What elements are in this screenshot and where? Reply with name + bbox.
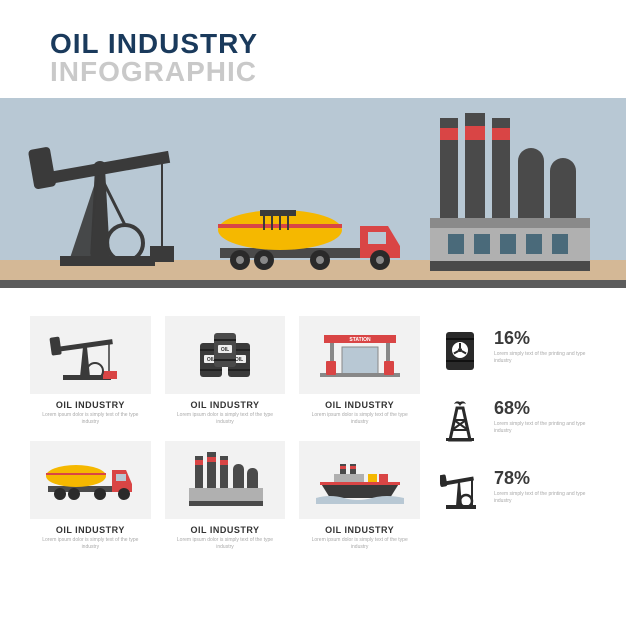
card-title: OIL INDUSTRY bbox=[165, 400, 286, 410]
ship-card-icon bbox=[299, 441, 420, 519]
stat-derrick: 68% Lorem simply text of the printing an… bbox=[440, 398, 596, 442]
stat-pct: 16% bbox=[494, 328, 596, 349]
pumpjack-icon bbox=[28, 146, 174, 266]
svg-text:OIL: OIL bbox=[207, 357, 215, 363]
station-card-icon: STATION bbox=[299, 316, 420, 394]
card-desc: Lorem ipsum dolor is simply text of the … bbox=[299, 412, 420, 425]
card-factory: OIL INDUSTRY Lorem ipsum dolor is simply… bbox=[165, 441, 286, 550]
cards-column: OIL INDUSTRY Lorem ipsum dolor is simply… bbox=[30, 316, 420, 550]
stat-pct: 68% bbox=[494, 398, 596, 419]
header: OIL INDUSTRY INFOGRAPHIC bbox=[0, 0, 626, 88]
card-ship: OIL INDUSTRY Lorem ipsum dolor is simply… bbox=[299, 441, 420, 550]
stat-desc: Lorem simply text of the printing and ty… bbox=[494, 491, 596, 504]
card-desc: Lorem ipsum dolor is simply text of the … bbox=[165, 412, 286, 425]
card-barrels: OIL OIL bbox=[165, 316, 286, 425]
stat-barrel: 16% Lorem simply text of the printing an… bbox=[440, 328, 596, 372]
factory-card-icon bbox=[165, 441, 286, 519]
stats-column: 16% Lorem simply text of the printing an… bbox=[440, 316, 596, 550]
derrick-icon bbox=[440, 398, 480, 442]
card-title: OIL INDUSTRY bbox=[299, 400, 420, 410]
svg-text:STATION: STATION bbox=[349, 337, 371, 343]
stat-text: 16% Lorem simply text of the printing an… bbox=[494, 328, 596, 364]
card-pumpjack: OIL INDUSTRY Lorem ipsum dolor is simply… bbox=[30, 316, 151, 425]
infographic-root: OIL INDUSTRY INFOGRAPHIC bbox=[0, 0, 626, 626]
stat-desc: Lorem simply text of the printing and ty… bbox=[494, 421, 596, 434]
stat-pct: 78% bbox=[494, 468, 596, 489]
card-desc: Lorem ipsum dolor is simply text of the … bbox=[299, 537, 420, 550]
barrel-hazard-icon bbox=[440, 328, 480, 372]
pumpjack-silhouette-icon bbox=[440, 468, 480, 512]
stat-desc: Lorem simply text of the printing and ty… bbox=[494, 351, 596, 364]
barrels-card-icon: OIL OIL bbox=[165, 316, 286, 394]
card-title: OIL INDUSTRY bbox=[165, 525, 286, 535]
content-grid: OIL INDUSTRY Lorem ipsum dolor is simply… bbox=[0, 298, 626, 550]
card-title: OIL INDUSTRY bbox=[30, 400, 151, 410]
card-title: OIL INDUSTRY bbox=[30, 525, 151, 535]
card-station: STATION OIL INDUSTRY Lorem ipsum dolor i… bbox=[299, 316, 420, 425]
card-title: OIL INDUSTRY bbox=[299, 525, 420, 535]
stat-pumpjack: 78% Lorem simply text of the printing an… bbox=[440, 468, 596, 512]
card-desc: Lorem ipsum dolor is simply text of the … bbox=[165, 537, 286, 550]
title-line2: INFOGRAPHIC bbox=[50, 56, 626, 88]
svg-text:OIL: OIL bbox=[235, 357, 243, 363]
stat-text: 78% Lorem simply text of the printing an… bbox=[494, 468, 596, 504]
svg-text:OIL: OIL bbox=[221, 347, 229, 353]
factory-icon bbox=[430, 113, 590, 271]
tanker-truck-icon bbox=[218, 210, 400, 270]
truck-card-icon bbox=[30, 441, 151, 519]
stat-text: 68% Lorem simply text of the printing an… bbox=[494, 398, 596, 434]
card-desc: Lorem ipsum dolor is simply text of the … bbox=[30, 412, 151, 425]
hero-scene bbox=[0, 98, 626, 298]
pumpjack-card-icon bbox=[30, 316, 151, 394]
card-desc: Lorem ipsum dolor is simply text of the … bbox=[30, 537, 151, 550]
hero-illustration bbox=[0, 98, 626, 298]
card-truck: OIL INDUSTRY Lorem ipsum dolor is simply… bbox=[30, 441, 151, 550]
